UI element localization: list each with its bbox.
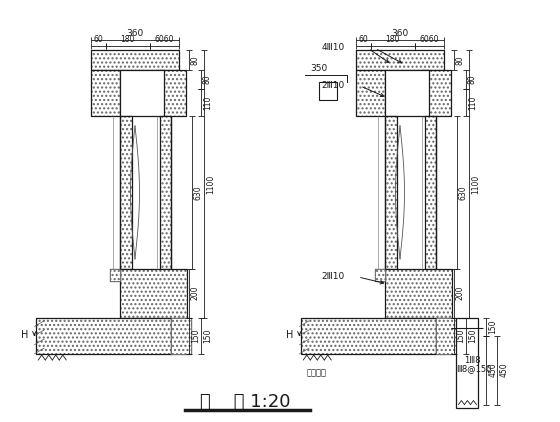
Bar: [160, 116, 171, 269]
Bar: [356, 70, 385, 116]
Bar: [120, 116, 132, 269]
Text: 1Ⅲ8: 1Ⅲ8: [464, 356, 481, 365]
Text: 6060: 6060: [419, 35, 439, 44]
Text: 150: 150: [191, 328, 200, 343]
Bar: [456, 317, 478, 408]
Text: 80: 80: [456, 55, 465, 65]
Bar: [319, 82, 337, 100]
Text: 6060: 6060: [155, 35, 174, 44]
Text: 360: 360: [127, 29, 143, 38]
Text: 4Ⅲ10: 4Ⅲ10: [322, 43, 345, 52]
Text: 200: 200: [191, 286, 200, 300]
Text: H: H: [21, 330, 28, 340]
Text: 板筋伸出: 板筋伸出: [306, 368, 326, 377]
Text: 150: 150: [468, 328, 477, 343]
Bar: [91, 70, 120, 116]
Text: 80: 80: [203, 75, 212, 84]
Bar: [120, 269, 188, 317]
Text: 150: 150: [488, 319, 497, 334]
Text: 180: 180: [385, 35, 400, 44]
Bar: [356, 50, 444, 70]
Text: 1100: 1100: [206, 174, 214, 194]
Text: 大    样 1:20: 大 样 1:20: [200, 393, 290, 411]
Bar: [171, 317, 192, 354]
Text: 150: 150: [456, 328, 465, 343]
Text: 2Ⅲ10: 2Ⅲ10: [322, 273, 345, 281]
Bar: [375, 269, 385, 281]
Bar: [436, 317, 456, 354]
Bar: [425, 116, 436, 269]
Bar: [110, 269, 120, 281]
Bar: [91, 50, 179, 70]
Bar: [157, 70, 186, 116]
Text: 60: 60: [94, 35, 104, 44]
Text: 200: 200: [456, 286, 465, 300]
Text: 630: 630: [194, 185, 203, 200]
Bar: [422, 70, 451, 116]
Bar: [120, 116, 132, 269]
Text: 60: 60: [358, 35, 368, 44]
Text: 110: 110: [468, 95, 477, 110]
Bar: [91, 70, 120, 116]
Bar: [385, 116, 397, 269]
Text: 350: 350: [310, 64, 327, 73]
Bar: [36, 317, 171, 354]
Bar: [385, 70, 429, 116]
Text: 80: 80: [468, 75, 477, 84]
Bar: [157, 70, 186, 116]
Text: 450: 450: [488, 363, 497, 377]
Bar: [385, 116, 397, 269]
Bar: [110, 269, 120, 281]
Text: 360: 360: [391, 29, 409, 38]
Text: H: H: [286, 330, 293, 340]
Bar: [171, 317, 192, 354]
Bar: [422, 70, 451, 116]
Bar: [356, 70, 385, 116]
Text: 1100: 1100: [471, 174, 480, 194]
Text: 2Ⅲ10: 2Ⅲ10: [322, 81, 345, 90]
Bar: [301, 317, 436, 354]
Bar: [356, 50, 444, 70]
Bar: [301, 317, 436, 354]
Bar: [91, 50, 179, 70]
Text: 450: 450: [500, 363, 508, 377]
Bar: [375, 269, 385, 281]
Bar: [120, 269, 188, 317]
Text: 630: 630: [459, 185, 468, 200]
Bar: [385, 269, 452, 317]
Text: Ⅲ8@150: Ⅲ8@150: [456, 364, 492, 373]
Bar: [160, 116, 171, 269]
Bar: [36, 317, 171, 354]
Bar: [385, 269, 452, 317]
Bar: [436, 317, 456, 354]
Text: 110: 110: [203, 95, 212, 110]
Text: 150: 150: [203, 328, 212, 343]
Text: 180: 180: [120, 35, 135, 44]
Text: 80: 80: [191, 55, 200, 65]
Bar: [120, 70, 164, 116]
Bar: [425, 116, 436, 269]
